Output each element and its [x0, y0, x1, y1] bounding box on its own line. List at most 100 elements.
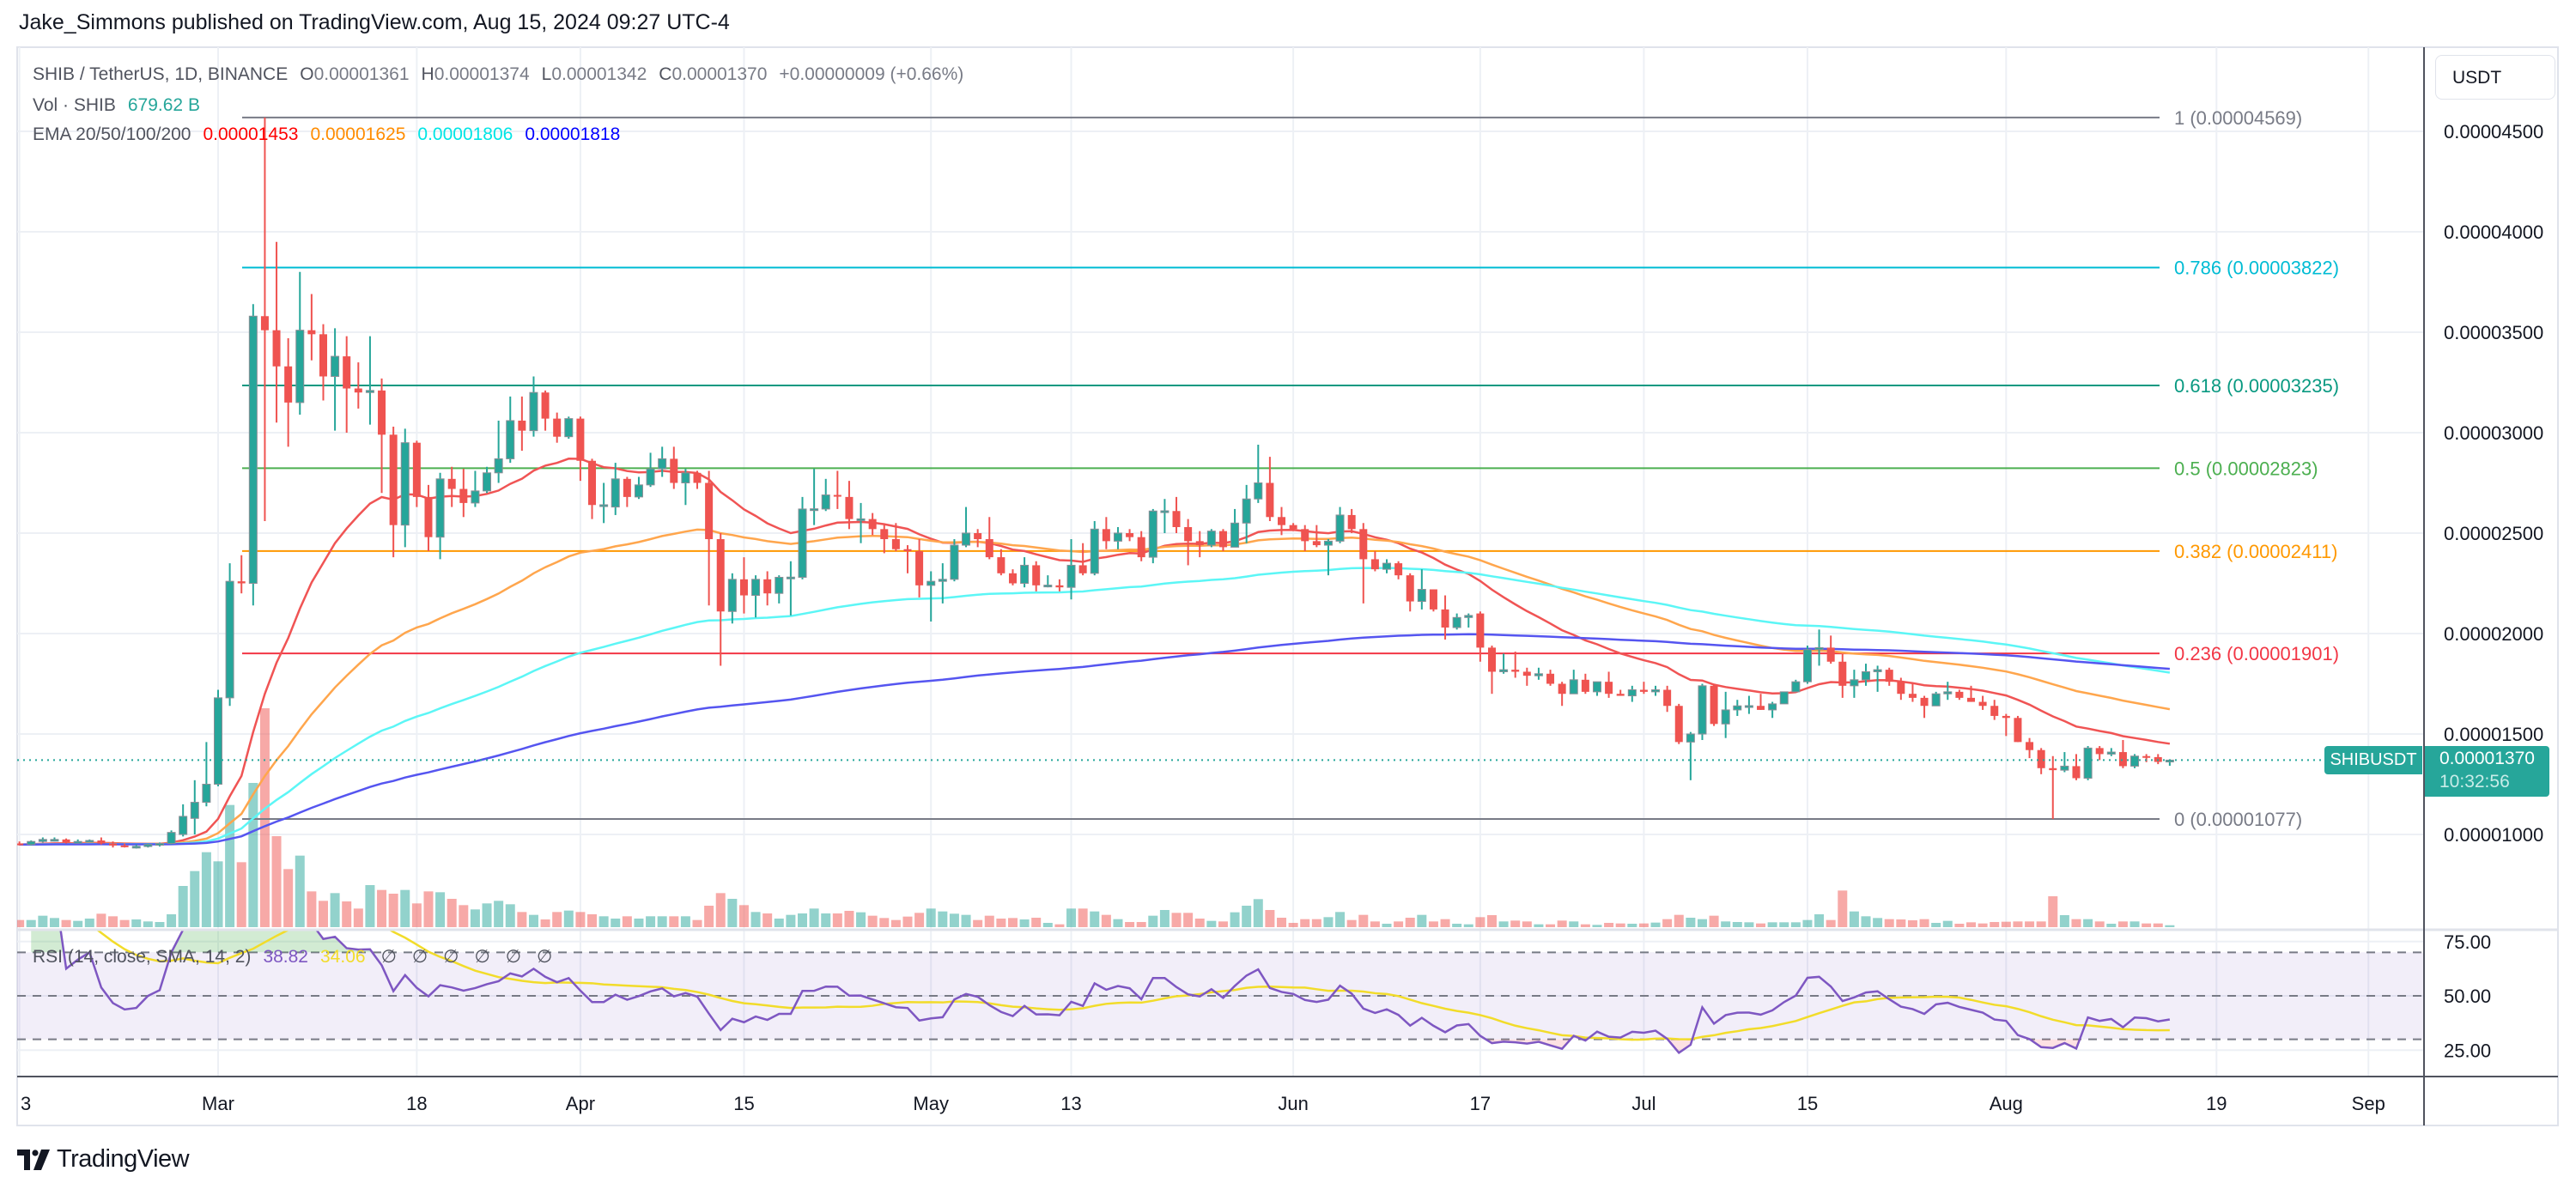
candle[interactable] [681, 469, 690, 506]
candle[interactable] [903, 545, 912, 573]
candle[interactable] [1873, 665, 1882, 692]
candle[interactable] [798, 496, 807, 579]
candle[interactable] [62, 838, 70, 844]
candle[interactable] [190, 780, 199, 834]
candle[interactable] [1838, 653, 1847, 698]
candle[interactable] [284, 338, 293, 447]
candle[interactable] [1441, 595, 1449, 640]
candle[interactable] [109, 841, 118, 848]
candle[interactable] [915, 539, 924, 598]
candle[interactable] [2083, 746, 2093, 780]
candle[interactable] [1802, 646, 1812, 684]
candle[interactable] [1885, 667, 1893, 686]
candle[interactable] [576, 416, 585, 482]
candle[interactable] [225, 563, 234, 707]
tradingview-logo[interactable]: TradingView [17, 1145, 190, 1174]
candle[interactable] [1499, 653, 1509, 674]
candle[interactable] [716, 533, 725, 666]
candle[interactable] [1931, 691, 1941, 707]
candle[interactable] [599, 482, 609, 524]
candle[interactable] [1850, 670, 1859, 698]
candle[interactable] [1826, 635, 1835, 664]
candle[interactable] [131, 844, 141, 849]
candle[interactable] [319, 324, 327, 401]
candle[interactable] [2014, 715, 2022, 743]
candle[interactable] [1511, 652, 1520, 678]
candle[interactable] [1066, 539, 1076, 600]
candle[interactable] [821, 478, 830, 512]
candle[interactable] [950, 539, 959, 582]
candle[interactable] [38, 837, 47, 843]
candle[interactable] [1768, 701, 1777, 719]
candle[interactable] [1113, 526, 1122, 549]
candle[interactable] [424, 484, 433, 552]
candle[interactable] [1967, 685, 1975, 702]
candle[interactable] [214, 689, 222, 786]
candle[interactable] [670, 446, 678, 489]
candle[interactable] [845, 481, 854, 530]
candle[interactable] [27, 840, 36, 846]
candle[interactable] [343, 336, 351, 433]
candle[interactable] [1627, 685, 1637, 702]
candle[interactable] [2095, 746, 2104, 761]
candle[interactable] [73, 839, 82, 844]
candle[interactable] [1476, 611, 1485, 662]
candle[interactable] [1254, 445, 1263, 503]
candle[interactable] [2106, 748, 2116, 756]
candle[interactable] [1605, 671, 1613, 698]
candle[interactable] [1347, 508, 1356, 533]
candle[interactable] [564, 416, 574, 440]
candle[interactable] [471, 470, 480, 507]
candle[interactable] [856, 502, 866, 543]
volume-label[interactable]: Vol · SHIB [33, 95, 116, 115]
candle[interactable] [1301, 525, 1309, 552]
candle[interactable] [1581, 673, 1589, 695]
candle[interactable] [1663, 685, 1672, 713]
candle[interactable] [1289, 523, 1297, 531]
candle[interactable] [494, 420, 503, 483]
candle[interactable] [891, 523, 900, 552]
candle[interactable] [1184, 519, 1193, 566]
candle[interactable] [1674, 703, 1683, 744]
candle[interactable] [751, 575, 761, 618]
candle[interactable] [1534, 667, 1543, 680]
candle[interactable] [50, 837, 59, 842]
candle[interactable] [1032, 561, 1041, 591]
candle[interactable] [727, 573, 737, 624]
candle[interactable] [2049, 755, 2057, 819]
candle[interactable] [400, 428, 410, 548]
candle[interactable] [693, 470, 702, 489]
candle[interactable] [1137, 531, 1145, 561]
candle[interactable] [646, 452, 655, 488]
candle[interactable] [1382, 559, 1391, 573]
rsi-label[interactable]: RSI (14, close, SMA, 14, 2) [33, 946, 252, 967]
candle[interactable] [1126, 529, 1134, 542]
candle[interactable] [1452, 613, 1461, 630]
candle[interactable] [1266, 457, 1274, 521]
candle[interactable] [378, 378, 386, 494]
candle[interactable] [868, 513, 877, 536]
candle[interactable] [1242, 484, 1251, 543]
candle[interactable] [1744, 695, 1753, 714]
candle[interactable] [1394, 561, 1403, 579]
candle[interactable] [1008, 569, 1017, 585]
candle[interactable] [938, 563, 947, 604]
candle[interactable] [1406, 573, 1414, 612]
candle[interactable] [1814, 629, 1824, 666]
candle[interactable] [1417, 569, 1426, 610]
candle[interactable] [1102, 517, 1110, 549]
candle[interactable] [1733, 700, 1742, 716]
candle[interactable] [1464, 613, 1473, 628]
candle[interactable] [1020, 557, 1030, 588]
candle[interactable] [2026, 737, 2034, 759]
candle[interactable] [447, 466, 456, 507]
candle[interactable] [1943, 682, 1953, 701]
candle[interactable] [295, 271, 305, 415]
candle[interactable] [1791, 679, 1801, 693]
candle[interactable] [1218, 529, 1227, 552]
candle[interactable] [1335, 507, 1345, 543]
candle[interactable] [248, 304, 258, 606]
candle[interactable] [553, 412, 562, 443]
candle[interactable] [272, 241, 281, 423]
